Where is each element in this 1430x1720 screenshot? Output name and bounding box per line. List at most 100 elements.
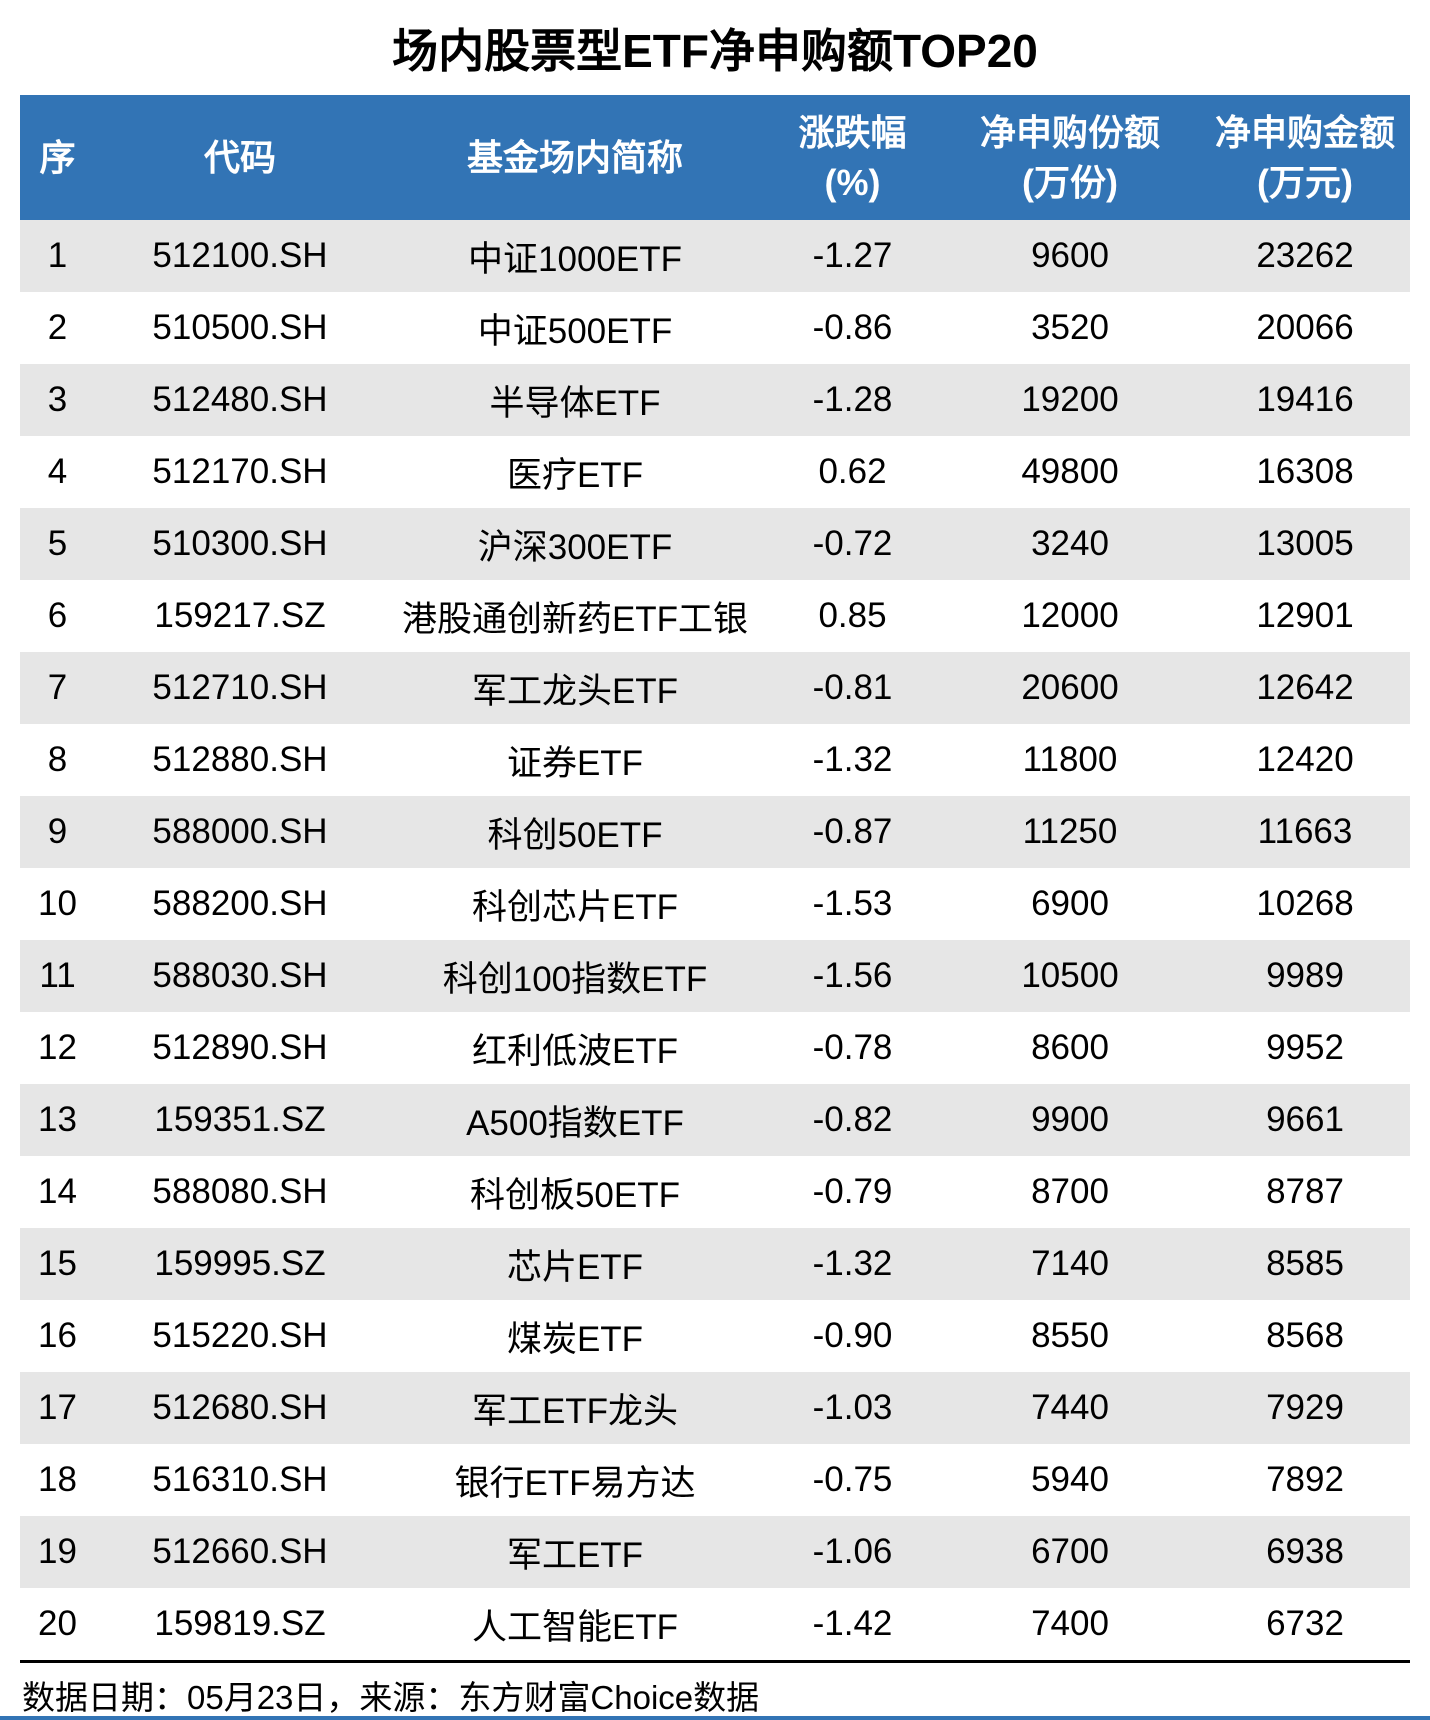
cell-change-pct: -0.79 [812, 1172, 893, 1211]
cell-net-shares: 5940 [1031, 1460, 1109, 1499]
table-row: 10 588200.SH 科创芯片ETF -1.53 6900 10268 [20, 868, 1410, 940]
cell-fund-name: 沪深300ETF [477, 527, 673, 567]
cell-net-shares: 7140 [1031, 1244, 1109, 1283]
column-header-label: 涨跌幅 [798, 111, 907, 153]
column-header-sublabel: (万元) [1257, 161, 1353, 203]
cell-fund-name: 科创50ETF [487, 815, 663, 855]
cell-net-amount: 9989 [1266, 956, 1344, 995]
cell-net-amount: 8787 [1266, 1172, 1344, 1211]
cell-rank: 11 [39, 956, 76, 995]
cell-fund-name: 煤炭ETF [506, 1319, 644, 1359]
cell-change-pct: -0.86 [812, 308, 893, 347]
table-row: 16 515220.SH 煤炭ETF -0.90 8550 8568 [20, 1300, 1410, 1372]
cell-code: 159217.SZ [154, 596, 326, 635]
cell-rank: 9 [47, 812, 68, 851]
cell-fund-name: 医疗ETF [506, 455, 644, 495]
cell-code: 512710.SH [152, 668, 328, 707]
cell-code: 512480.SH [152, 380, 328, 419]
table-body: 1 512100.SH 中证1000ETF -1.27 9600 23262 2 510500… [20, 220, 1410, 1660]
column-header-net-subscription-amount: 净申购金额 (万元) [1200, 95, 1410, 220]
cell-net-shares: 8600 [1031, 1028, 1109, 1067]
cell-code: 588000.SH [152, 812, 328, 851]
cell-rank: 3 [47, 380, 68, 419]
cell-rank: 17 [38, 1388, 77, 1427]
table-row: 6 159217.SZ 港股通创新药ETF工银 0.85 12000 12901 [20, 580, 1410, 652]
footer-divider [20, 1660, 1410, 1663]
cell-rank: 1 [47, 236, 68, 275]
cell-code: 588080.SH [152, 1172, 328, 1211]
cell-net-shares: 11800 [1022, 740, 1118, 779]
table-header-row: 序 代码 基金场内简称 涨跌幅 (%) 净申购份额 (万份) 净申购金额 (万元… [20, 95, 1410, 220]
cell-net-amount: 8585 [1266, 1244, 1344, 1283]
cell-code: 512660.SH [152, 1532, 328, 1571]
cell-rank: 6 [47, 596, 68, 635]
table-row: 17 512680.SH 军工ETF龙头 -1.03 7440 7929 [20, 1372, 1410, 1444]
cell-net-amount: 8568 [1266, 1316, 1344, 1355]
cell-change-pct: -1.56 [812, 956, 893, 995]
cell-code: 588200.SH [152, 884, 328, 923]
cell-rank: 14 [38, 1172, 77, 1211]
table-row: 7 512710.SH 军工龙头ETF -0.81 20600 12642 [20, 652, 1410, 724]
etf-top20-table: 序 代码 基金场内简称 涨跌幅 (%) 净申购份额 (万份) 净申购金额 (万元… [20, 95, 1410, 1660]
cell-net-amount: 12420 [1256, 740, 1354, 779]
cell-rank: 8 [47, 740, 68, 779]
cell-net-amount: 13005 [1256, 524, 1354, 563]
cell-net-amount: 10268 [1256, 884, 1354, 923]
cell-net-shares: 20600 [1021, 668, 1119, 707]
cell-net-shares: 49800 [1021, 452, 1119, 491]
cell-rank: 15 [38, 1244, 77, 1283]
column-header-net-subscription-shares: 净申购份额 (万份) [940, 95, 1200, 220]
cell-change-pct: -1.42 [812, 1604, 893, 1643]
cell-net-amount: 6732 [1266, 1604, 1344, 1643]
cell-net-shares: 7400 [1031, 1604, 1109, 1643]
cell-fund-name: 军工ETF龙头 [471, 1391, 679, 1431]
table-row: 4 512170.SH 医疗ETF 0.62 49800 16308 [20, 436, 1410, 508]
cell-net-shares: 12000 [1021, 596, 1119, 635]
cell-net-shares: 9900 [1031, 1100, 1109, 1139]
cell-change-pct: -0.87 [812, 812, 893, 851]
cell-fund-name: 银行ETF易方达 [454, 1463, 696, 1503]
table-row: 14 588080.SH 科创板50ETF -0.79 8700 8787 [20, 1156, 1410, 1228]
cell-net-amount: 9952 [1266, 1028, 1344, 1067]
cell-net-amount: 9661 [1266, 1100, 1344, 1139]
table-row: 19 512660.SH 军工ETF -1.06 6700 6938 [20, 1516, 1410, 1588]
cell-rank: 19 [38, 1532, 77, 1571]
cell-code: 516310.SH [152, 1460, 328, 1499]
column-header-label: 净申购份额 [979, 111, 1160, 153]
column-header-sublabel: (%) [824, 161, 881, 203]
column-header-sublabel: (万份) [1022, 161, 1118, 203]
cell-rank: 20 [38, 1604, 77, 1643]
cell-change-pct: -0.81 [812, 668, 893, 707]
cell-net-amount: 7929 [1266, 1388, 1344, 1427]
cell-fund-name: 人工智能ETF [471, 1607, 679, 1647]
cell-net-amount: 20066 [1256, 308, 1354, 347]
page-title: 场内股票型ETF净申购额TOP20 [392, 24, 1038, 77]
cell-code: 512100.SH [152, 236, 328, 275]
cell-rank: 4 [47, 452, 68, 491]
cell-net-shares: 19200 [1021, 380, 1119, 419]
cell-change-pct: -0.90 [812, 1316, 893, 1355]
table-row: 15 159995.SZ 芯片ETF -1.32 7140 8585 [20, 1228, 1410, 1300]
cell-net-shares: 3240 [1031, 524, 1109, 563]
cell-net-shares: 9600 [1031, 236, 1109, 275]
table-row: 3 512480.SH 半导体ETF -1.28 19200 19416 [20, 364, 1410, 436]
cell-net-shares: 8550 [1031, 1316, 1109, 1355]
cell-fund-name: 科创芯片ETF [471, 887, 679, 927]
cell-fund-name: 军工ETF [506, 1535, 644, 1575]
column-header-label: 序 [39, 136, 76, 178]
cell-code: 159819.SZ [154, 1604, 326, 1643]
cell-change-pct: -0.78 [812, 1028, 893, 1067]
cell-rank: 16 [38, 1316, 77, 1355]
cell-fund-name: 证券ETF [506, 743, 644, 783]
cell-fund-name: 半导体ETF [489, 383, 661, 423]
table-row: 18 516310.SH 银行ETF易方达 -0.75 5940 7892 [20, 1444, 1410, 1516]
cell-net-shares: 7440 [1031, 1388, 1109, 1427]
cell-code: 512170.SH [152, 452, 328, 491]
cell-code: 510500.SH [152, 308, 328, 347]
cell-code: 588030.SH [152, 956, 328, 995]
cell-code: 510300.SH [152, 524, 328, 563]
table-row: 8 512880.SH 证券ETF -1.32 11800 12420 [20, 724, 1410, 796]
cell-net-amount: 16308 [1256, 452, 1354, 491]
cell-code: 159995.SZ [154, 1244, 326, 1283]
table-row: 11 588030.SH 科创100指数ETF -1.56 10500 9989 [20, 940, 1410, 1012]
